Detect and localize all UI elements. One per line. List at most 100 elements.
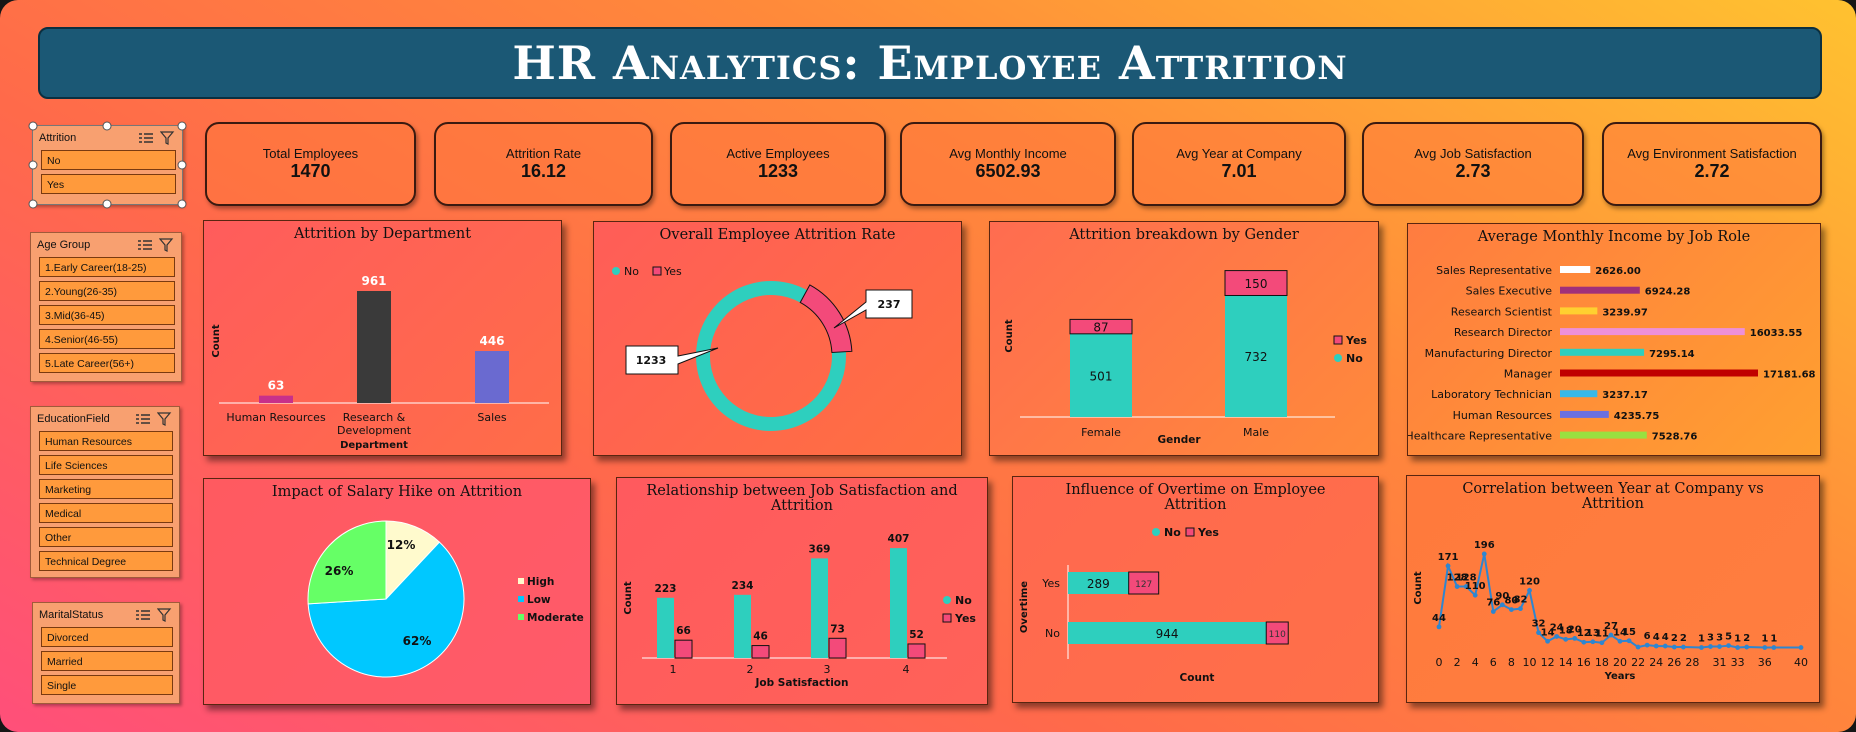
clear-filter-icon[interactable] <box>157 412 173 426</box>
legend-swatch-yes <box>1185 527 1195 537</box>
slicer-item[interactable]: 2.Young(26-35) <box>39 281 175 301</box>
x-tick-label: 1 <box>670 663 677 676</box>
x-axis-title: Years <box>1604 671 1636 682</box>
bar-no <box>811 558 828 658</box>
multi-select-icon[interactable] <box>138 131 154 145</box>
bar-yes <box>907 643 926 659</box>
slicer-title: MaritalStatus <box>33 603 179 627</box>
data-label: 196 <box>1474 540 1495 551</box>
slicer-item[interactable]: 3.Mid(36-45) <box>39 305 175 325</box>
data-label: 128 <box>1456 573 1477 584</box>
legend-swatch-yes <box>942 613 952 623</box>
multi-select-icon[interactable] <box>137 238 153 252</box>
data-point <box>1572 636 1578 641</box>
bar-1 <box>357 291 391 403</box>
bar-5 <box>1560 369 1758 377</box>
bar-6 <box>1560 390 1598 398</box>
data-label: 1 <box>1734 634 1741 645</box>
data-label: 87 <box>1093 321 1108 335</box>
slicer-item[interactable]: Life Sciences <box>39 455 173 475</box>
data-point <box>1554 634 1560 639</box>
bar-no <box>890 548 907 658</box>
clear-filter-icon[interactable] <box>160 131 176 145</box>
data-label: 1233 <box>636 354 667 367</box>
multi-select-icon[interactable] <box>135 412 151 426</box>
slicer-title: Age Group <box>31 233 181 257</box>
data-label: 80 <box>1504 596 1518 607</box>
slicer-education-field[interactable]: EducationField Human Resources Life Scie… <box>30 406 180 578</box>
panel-salary-hike: Impact of Salary Hike on Attrition 12% 62… <box>203 478 591 705</box>
slicer-item[interactable]: Technical Degree <box>39 551 173 571</box>
x-axis-title: Department <box>340 440 408 451</box>
legend-label: Low <box>527 594 551 606</box>
data-label: 944 <box>1156 627 1179 641</box>
legend-label: No <box>955 594 972 607</box>
legend-swatch <box>518 596 524 602</box>
slicer-item[interactable]: 1.Early Career(18-25) <box>39 257 175 277</box>
y-axis-title: Count <box>1004 319 1015 352</box>
x-tick-label: 18 <box>1595 656 1609 669</box>
bar-no <box>1225 295 1287 417</box>
data-point <box>1735 645 1741 650</box>
pie-slice-low <box>307 541 465 678</box>
x-tick-label: 6 <box>1490 656 1497 669</box>
slicer-marital-status[interactable]: MaritalStatus Divorced Married Single <box>32 602 180 704</box>
x-tick-label: 10 <box>1523 656 1537 669</box>
data-label: 110 <box>1269 630 1286 640</box>
legend-label: High <box>527 576 554 588</box>
slicer-age-group[interactable]: Age Group 1.Early Career(18-25) 2.Young(… <box>30 232 182 382</box>
chart-income-by-job-role: Sales Representative 2626.00 Sales Executi… <box>1405 264 1815 443</box>
panel-income-by-job-role: Average Monthly Income by Job Role Sales… <box>1405 223 1821 456</box>
slicer-item[interactable]: Medical <box>39 503 173 523</box>
data-label: 66 <box>676 625 691 637</box>
legend-swatch-no <box>612 267 620 275</box>
kpi-label: Avg Environment Satisfaction <box>1627 146 1797 161</box>
slicer-item[interactable]: No <box>41 150 176 170</box>
clear-filter-icon[interactable] <box>159 238 175 252</box>
x-tick-label: Sales <box>477 411 507 424</box>
data-label: 73 <box>830 623 845 635</box>
chart-years-vs-attrition: 4417112812811019676908082120321424182012… <box>1413 540 1808 682</box>
data-label: 3237.17 <box>1602 390 1648 401</box>
panel-job-satisfaction: Relationship between Job Satisfaction an… <box>616 477 988 705</box>
data-point <box>1499 602 1505 608</box>
slicer-item[interactable]: Human Resources <box>39 431 173 451</box>
data-label: 120 <box>1519 576 1540 587</box>
x-tick-label: 12 <box>1541 656 1555 669</box>
data-point <box>1509 607 1514 612</box>
slicer-item[interactable]: Married <box>41 651 173 671</box>
kpi-value: 2.73 <box>1455 161 1491 181</box>
kpi-value: 7.01 <box>1221 161 1257 181</box>
slicer-item[interactable]: Divorced <box>41 627 173 647</box>
slicer-item[interactable]: Single <box>41 675 173 695</box>
x-tick-label: 20 <box>1613 656 1627 669</box>
chart-title: Correlation between Year at Company vs A… <box>1462 481 1764 512</box>
chart-attrition-by-department: 63 961 446 Human Resources Research &Develop… <box>211 274 549 451</box>
slicer-item[interactable]: 4.Senior(46-55) <box>39 329 175 349</box>
slicer-item[interactable]: Yes <box>41 174 176 194</box>
data-point <box>1671 644 1677 650</box>
data-label: 4235.75 <box>1614 411 1660 422</box>
kpi-label: Avg Job Satisfaction <box>1414 146 1532 161</box>
x-tick-label: Male <box>1243 426 1269 439</box>
slicer-item[interactable]: Other <box>39 527 173 547</box>
slicer-attrition[interactable]: Attrition No Yes <box>28 121 187 209</box>
data-point <box>1744 644 1750 650</box>
legend-swatch <box>518 578 524 584</box>
slicer-item[interactable]: Marketing <box>39 479 173 499</box>
clear-filter-icon[interactable] <box>157 608 173 622</box>
slicer-item[interactable]: 5.Late Career(56+) <box>39 353 175 373</box>
slicer-title: Attrition <box>33 126 182 150</box>
multi-select-icon[interactable] <box>135 608 151 622</box>
x-tick-label: 0 <box>1436 656 1443 669</box>
data-label: 5 <box>1725 632 1732 643</box>
x-tick-label: 26 <box>1667 656 1681 669</box>
data-point <box>1445 563 1451 569</box>
x-tick-label: 8 <box>1508 656 1515 669</box>
chart-title: Influence of Overtime on Employee Attrit… <box>1065 482 1326 513</box>
data-label: 4 <box>1662 632 1669 643</box>
data-point <box>1771 645 1777 650</box>
dashboard-title: HR Analytics: Employee Attrition <box>38 27 1822 99</box>
data-label: 14 <box>1613 627 1627 638</box>
